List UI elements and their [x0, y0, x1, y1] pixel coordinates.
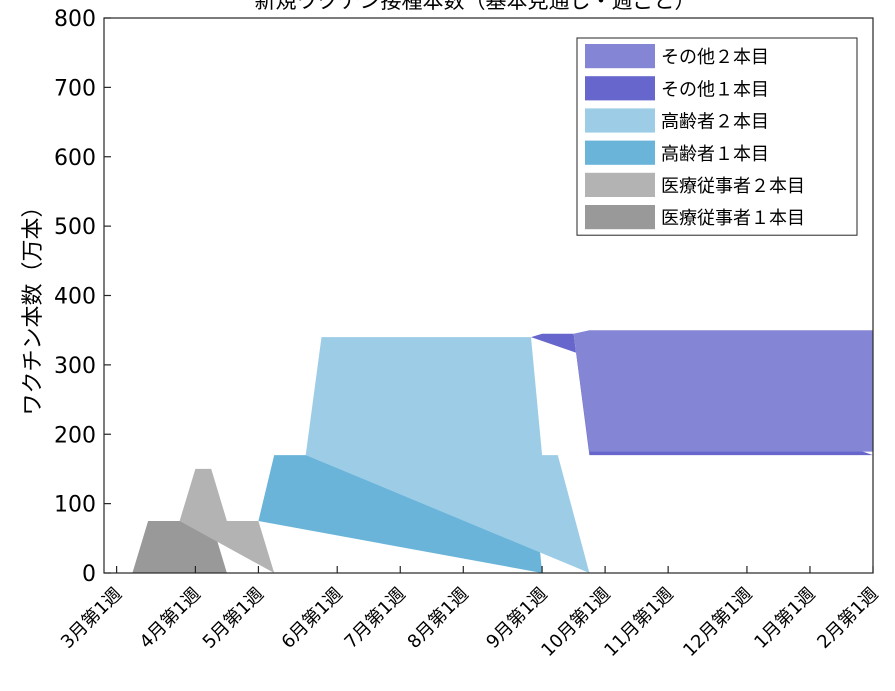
y-tick-label: 100 — [54, 493, 96, 518]
y-tick-label: 800 — [54, 7, 96, 32]
legend-label: 高齢者２本目 — [661, 112, 769, 133]
series-area-3 — [305, 337, 590, 573]
y-tick-label: 400 — [54, 285, 96, 310]
legend-swatch — [585, 205, 655, 230]
legend-label: 医療従事者２本目 — [661, 176, 805, 197]
legend-label: その他２本目 — [661, 47, 769, 68]
legend-label: 高齢者１本目 — [661, 144, 769, 165]
legend-label: 医療従事者１本目 — [661, 208, 805, 229]
y-tick-label: 700 — [54, 76, 96, 101]
y-axis-label: ワクチン本数（万本） — [21, 195, 46, 415]
chart-title: 新規ワクチン接種本数（基本見通し・週ごと） — [255, 0, 696, 13]
legend-box — [576, 37, 858, 236]
series-areas — [132, 330, 873, 573]
series-area-5 — [573, 330, 873, 452]
legend-swatch — [585, 140, 655, 165]
y-axis: 0 100 200 300 400 500 600 700 800 — [54, 7, 111, 587]
legend-label: その他１本目 — [661, 79, 769, 100]
y-tick-label: 500 — [54, 215, 96, 240]
legend-swatch — [585, 108, 655, 133]
y-tick-label: 200 — [54, 423, 96, 448]
y-tick-label: 300 — [54, 354, 96, 379]
legend-swatch — [585, 44, 655, 69]
y-tick-label: 0 — [82, 562, 96, 587]
legend-swatch — [585, 76, 655, 101]
legend-swatch — [585, 172, 655, 197]
y-tick-label: 600 — [54, 146, 96, 171]
series-area-1 — [179, 468, 275, 573]
